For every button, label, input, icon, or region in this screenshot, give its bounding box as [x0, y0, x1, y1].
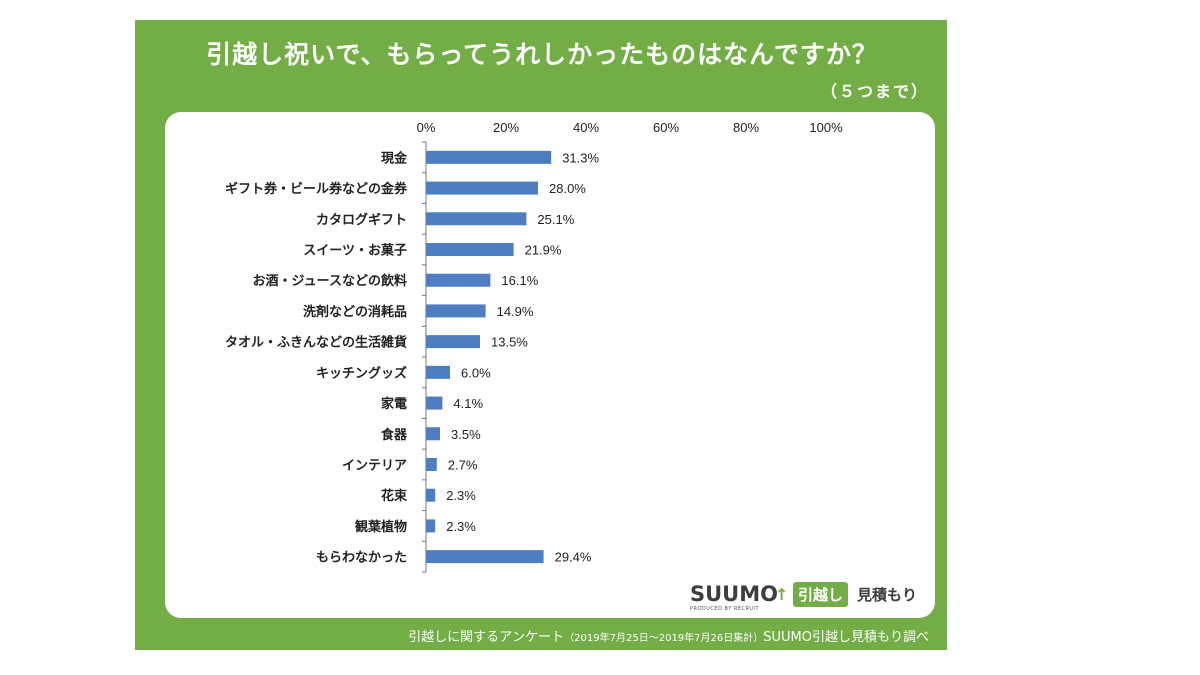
category-label: もらわなかった [316, 551, 407, 566]
category-label: タオル・ふきんなどの生活雑貨 [225, 335, 407, 351]
value-label: 21.9% [525, 243, 562, 258]
bar [426, 304, 486, 318]
category-label: 現金 [381, 150, 408, 166]
x-tick-label: 80% [733, 120, 759, 135]
bar [426, 150, 552, 164]
bar [426, 273, 491, 287]
category-label: ギフト券・ビール券などの金券 [225, 181, 408, 197]
category-label: カタログギフト [316, 212, 407, 228]
bar [426, 519, 436, 533]
value-label: 2.3% [446, 519, 476, 534]
bar [426, 550, 544, 564]
footer-source: SUUMO引越し見積もり調べ [763, 630, 929, 645]
value-label: 29.4% [555, 550, 592, 565]
value-label: 31.3% [562, 150, 599, 165]
logo-produced-by: PRODUCED BY RECRUIT [690, 606, 760, 612]
value-label: 4.1% [453, 396, 483, 411]
x-tick-label: 40% [573, 120, 599, 135]
survey-panel: 引越し祝いで、もらってうれしかったものはなんですか？ （５つまで） 0% 20% 4… [135, 20, 947, 650]
footer-note: 引越しに関するアンケート（2019年7月25日～2019年7月26日集計）SUU… [165, 626, 929, 645]
chart-subtitle: （５つまで） [820, 82, 929, 101]
category-label: インテリア [342, 459, 407, 474]
x-tick-label: 20% [493, 120, 519, 135]
bar [426, 243, 514, 256]
value-label: 16.1% [501, 273, 538, 288]
chart-title: 引越し祝いで、もらってうれしかったものはなんですか？ [206, 40, 878, 69]
bar-chart: 0% 20% 40% 60% 80% 100% 現金 31.3% ギフト券・ビール券などの金券 2… [225, 120, 843, 573]
up-arrow-icon: ↑ [775, 585, 789, 604]
category-label: 花束 [381, 488, 408, 504]
category-label: 食器 [381, 427, 408, 443]
x-tick-label: 60% [653, 120, 679, 135]
bar [426, 365, 450, 379]
category-label: キッチングッズ [316, 365, 407, 381]
bar [426, 458, 437, 471]
logo-subtext: 見積もり [857, 586, 918, 604]
value-label: 2.7% [448, 458, 478, 473]
category-label: 家電 [381, 396, 407, 412]
logo-badge: 引越し [793, 582, 849, 607]
value-label: 14.9% [497, 304, 534, 319]
value-label: 2.3% [446, 488, 476, 503]
chart-card: 0% 20% 40% 60% 80% 100% 現金 31.3% ギフト券・ビール券などの金券 2… [165, 112, 935, 618]
value-label: 28.0% [549, 181, 586, 196]
value-label: 13.5% [491, 335, 528, 350]
bar [426, 427, 440, 441]
bar [426, 212, 527, 226]
x-tick-label: 0% [417, 120, 436, 135]
footer-main: 引越しに関するアンケート [408, 630, 565, 645]
bar [426, 181, 538, 195]
bar [426, 488, 436, 502]
logo-wordmark: SUUMO [690, 582, 778, 606]
category-label: 洗剤などの消耗品 [303, 304, 407, 320]
category-label: お酒・ジュースなどの飲料 [253, 273, 407, 289]
value-label: 25.1% [537, 212, 574, 227]
bar [426, 335, 480, 349]
category-label: スイーツ・お菓子 [303, 243, 407, 259]
category-label: 観葉植物 [354, 519, 407, 535]
suumo-logo: SUUMO ↑ 引越し 見積もり PRODUCED BY RECRUIT [690, 582, 920, 612]
value-label: 6.0% [461, 365, 491, 380]
bar [426, 396, 443, 410]
footer-period: （2019年7月25日～2019年7月26日集計） [564, 633, 764, 644]
x-tick-label: 100% [809, 120, 843, 135]
value-label: 3.5% [451, 427, 481, 442]
